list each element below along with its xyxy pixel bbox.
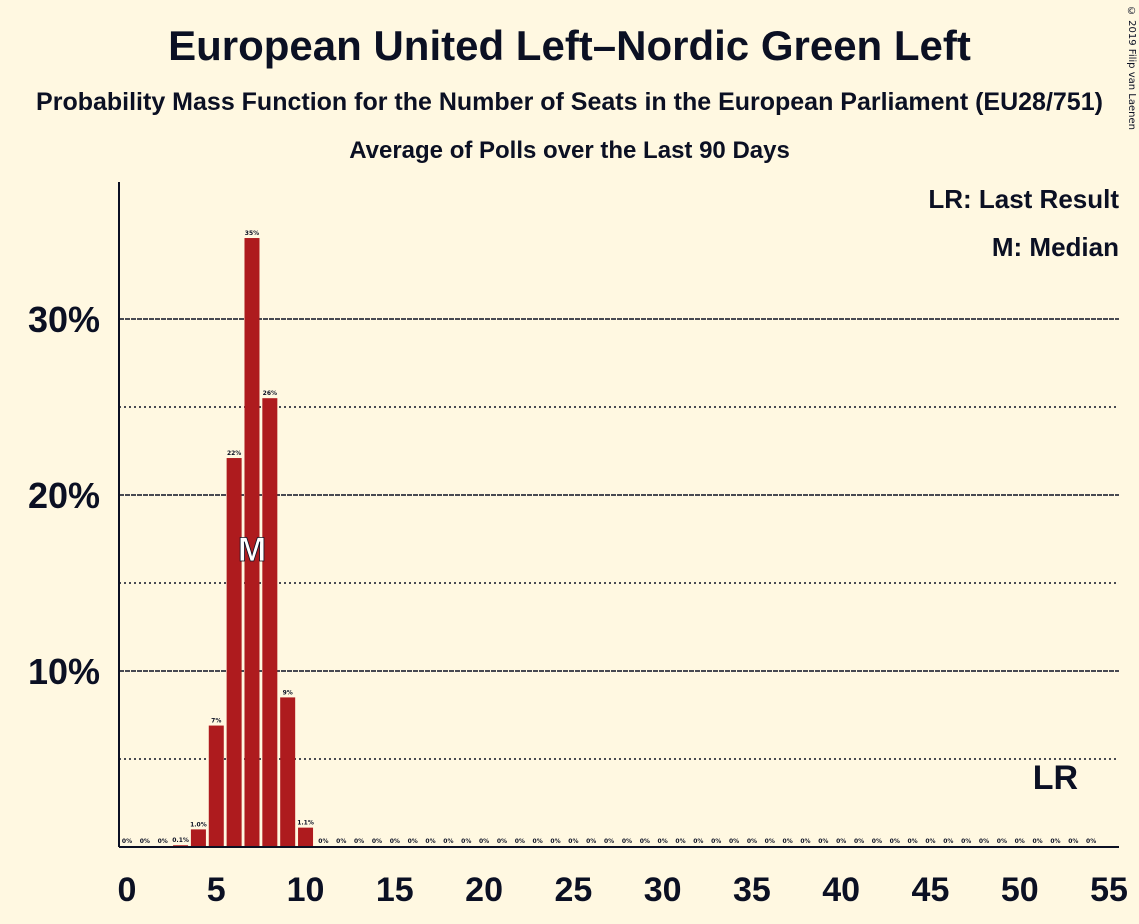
bar-data-label: 0% xyxy=(622,838,632,845)
x-tick-label: 15 xyxy=(376,871,414,909)
bar xyxy=(226,458,242,847)
y-tick-label: 20% xyxy=(28,475,100,516)
bar-data-label: 22% xyxy=(227,450,241,457)
bar xyxy=(262,398,278,847)
bar-data-label: 0% xyxy=(1086,838,1096,845)
bar-data-label: 0% xyxy=(1050,838,1060,845)
bar-data-label: 0% xyxy=(1015,838,1025,845)
bar xyxy=(190,829,206,847)
bar-data-label: 0% xyxy=(943,838,953,845)
bar-data-label: 0% xyxy=(568,838,578,845)
bar-data-label: 0% xyxy=(390,838,400,845)
x-tick-label: 30 xyxy=(644,871,682,909)
bar-data-label: 0% xyxy=(675,838,685,845)
x-tick-label: 20 xyxy=(465,871,503,909)
bar xyxy=(298,827,314,847)
x-tick-label: 45 xyxy=(912,871,950,909)
last-result-marker: LR xyxy=(1033,759,1078,797)
bar-data-label: 0% xyxy=(586,838,596,845)
bar-data-label: 0% xyxy=(747,838,757,845)
bar-data-label: 0% xyxy=(925,838,935,845)
bar xyxy=(208,725,224,847)
bar-data-label: 0% xyxy=(800,838,810,845)
bar-data-label: 0% xyxy=(443,838,453,845)
median-marker: M xyxy=(238,531,266,569)
bar-data-label: 0% xyxy=(533,838,543,845)
bar xyxy=(244,238,260,848)
bar-data-label: 0% xyxy=(354,838,364,845)
bar-data-label: 0% xyxy=(479,838,489,845)
bar-data-label: 26% xyxy=(263,390,277,397)
bar-data-label: 1.0% xyxy=(190,821,207,828)
bar-data-label: 0% xyxy=(497,838,507,845)
bar-data-label: 0% xyxy=(515,838,525,845)
chart-subtitle-period: Average of Polls over the Last 90 Days xyxy=(349,137,790,164)
chart-title: European United Left–Nordic Green Left xyxy=(168,22,971,69)
bar-data-label: 0% xyxy=(711,838,721,845)
bar-data-label: 0% xyxy=(693,838,703,845)
bar-data-label: 0% xyxy=(818,838,828,845)
bar-data-label: 0% xyxy=(1068,838,1078,845)
bar-data-label: 0% xyxy=(1032,838,1042,845)
bar-data-label: 0% xyxy=(890,838,900,845)
x-tick-label: 0 xyxy=(118,871,137,909)
x-tick-label: 40 xyxy=(822,871,860,909)
bar-data-label: 0% xyxy=(640,838,650,845)
bar-data-label: 0% xyxy=(372,838,382,845)
bar-data-label: 35% xyxy=(245,230,259,237)
bar xyxy=(280,697,296,847)
x-tick-label: 35 xyxy=(733,871,771,909)
x-tick-label: 25 xyxy=(554,871,592,909)
x-tick-label: 50 xyxy=(1001,871,1039,909)
legend-last-result: LR: Last Result xyxy=(928,184,1119,214)
bar-data-label: 7% xyxy=(211,718,221,725)
bar-data-label: 0% xyxy=(336,838,346,845)
y-tick-label: 30% xyxy=(28,299,100,340)
bar-data-label: 0% xyxy=(408,838,418,845)
bar-data-label: 9% xyxy=(283,689,293,696)
bar-data-label: 0% xyxy=(729,838,739,845)
bar-data-label: 1.1% xyxy=(297,820,314,827)
bar-data-label: 0% xyxy=(425,838,435,845)
bar-data-label: 0% xyxy=(318,838,328,845)
bar-data-label: 0% xyxy=(836,838,846,845)
bar-data-label: 0% xyxy=(997,838,1007,845)
bar-data-label: 0% xyxy=(658,838,668,845)
x-tick-label: 55 xyxy=(1090,871,1128,909)
bar-data-label: 0% xyxy=(854,838,864,845)
bar-data-label: 0% xyxy=(979,838,989,845)
bar-data-label: 0% xyxy=(158,838,168,845)
y-tick-label: 10% xyxy=(28,651,100,692)
bar-data-label: 0.1% xyxy=(172,837,189,844)
chart-subtitle: Probability Mass Function for the Number… xyxy=(36,88,1103,116)
copyright-notice: © 2019 Filip van Laenen xyxy=(1126,6,1137,130)
bar-data-label: 0% xyxy=(140,838,150,845)
bar-data-label: 0% xyxy=(961,838,971,845)
x-tick-label: 10 xyxy=(287,871,325,909)
bar-data-label: 0% xyxy=(783,838,793,845)
bar-data-label: 0% xyxy=(604,838,614,845)
bar-data-label: 0% xyxy=(461,838,471,845)
bar-data-label: 0% xyxy=(872,838,882,845)
x-tick-label: 5 xyxy=(207,871,226,909)
legend-median: M: Median xyxy=(991,232,1119,262)
bar-data-label: 0% xyxy=(765,838,775,845)
bar-data-label: 0% xyxy=(122,838,132,845)
bar-data-label: 0% xyxy=(550,838,560,845)
bar-data-label: 0% xyxy=(908,838,918,845)
